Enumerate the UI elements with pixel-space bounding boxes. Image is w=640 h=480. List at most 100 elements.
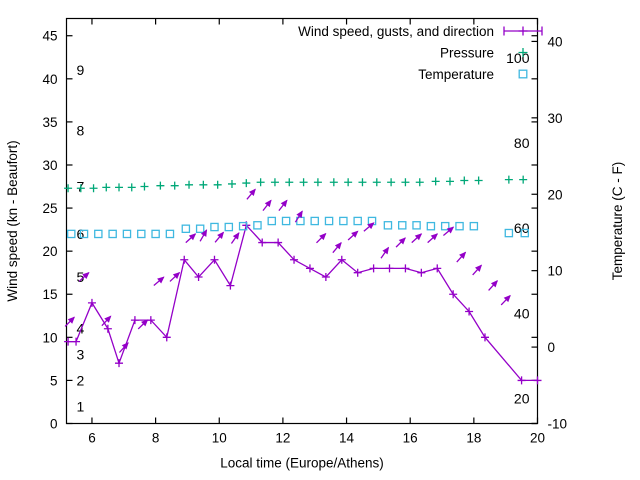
x-tick-label: 12 [275, 431, 290, 446]
data-point-marker [401, 178, 410, 187]
beaufort-label: 5 [77, 269, 85, 285]
data-point-marker [426, 221, 436, 231]
beaufort-label: 8 [77, 123, 85, 139]
data-point-marker [270, 178, 279, 187]
y-tick-label: 10 [42, 330, 57, 345]
x-tick-label: 20 [530, 431, 545, 446]
fahrenheit-label: 40 [514, 305, 530, 321]
data-point-marker [210, 255, 219, 264]
data-point-marker [151, 229, 160, 239]
legend-label-1: Wind speed, gusts, and direction [298, 24, 494, 39]
beaufort-label: 3 [77, 347, 85, 363]
data-point-marker [397, 221, 407, 230]
wind-arrow-head [141, 319, 149, 327]
fahrenheit-label: 20 [514, 390, 530, 406]
data-point-marker [195, 224, 205, 234]
data-point-marker [445, 177, 454, 186]
y-tick-label: 35 [42, 115, 57, 130]
wind-arrow-head [446, 226, 455, 234]
data-point-marker [224, 222, 234, 232]
data-point-marker [115, 359, 124, 368]
wind-arrow-head [474, 264, 483, 272]
plot-frame [65, 17, 539, 425]
data-point-marker [87, 298, 96, 307]
data-point-marker [94, 229, 103, 239]
x-axis-ticks: 6 8 10 12 14 16 18 20 [88, 18, 545, 446]
y-tick-label: 5 [50, 373, 58, 388]
data-point-marker [253, 221, 262, 230]
fahrenheit-label: 60 [514, 220, 530, 236]
plot-border [65, 17, 539, 425]
data-point-marker [518, 69, 528, 79]
chart-legend: Wind speed, gusts, and direction Pressure… [298, 24, 543, 82]
data-point-marker [162, 333, 171, 342]
data-point-marker [321, 273, 330, 282]
data-point-marker [358, 178, 367, 187]
data-point-marker [72, 337, 81, 346]
data-point-marker [465, 307, 474, 316]
data-point-marker [520, 228, 530, 238]
wind-arrow-head [121, 342, 129, 350]
wind-arrow-head [490, 280, 498, 288]
wind-arrow-head [382, 246, 390, 255]
data-point-marker [213, 180, 222, 189]
data-point-marker [103, 324, 112, 333]
data-point-marker [165, 229, 175, 239]
data-point-marker [440, 221, 450, 231]
data-point-marker [385, 264, 394, 273]
data-point-marker [519, 175, 528, 184]
data-point-marker [242, 179, 251, 188]
series-3 [67, 216, 530, 239]
wind-arrow-head [459, 251, 467, 259]
x-axis-title: Local time (Europe/Athens) [220, 456, 384, 471]
x-tick-label: 14 [339, 431, 355, 446]
data-point-marker [329, 178, 338, 187]
wind-arrow-head [82, 272, 90, 280]
y2-tick-label: -10 [548, 417, 568, 432]
beaufort-label: 9 [77, 62, 85, 78]
wind-arrow-head [414, 233, 423, 241]
data-point-marker [337, 255, 346, 264]
y-tick-label: 45 [42, 29, 57, 44]
data-point-marker [401, 264, 410, 273]
data-point-marker [180, 255, 189, 264]
beaufort-label: 1 [77, 398, 85, 414]
data-point-marker [372, 178, 381, 187]
data-point-marker [353, 268, 362, 277]
data-point-marker [267, 216, 277, 226]
data-point-marker [146, 316, 155, 325]
data-point-marker [281, 216, 291, 226]
wind-arrow-head [398, 237, 406, 245]
data-point-marker [449, 290, 458, 299]
legend-label-3: Temperature [418, 67, 494, 82]
wind-arrow-head [351, 230, 359, 238]
data-point-marker [460, 176, 469, 185]
data-point-marker [417, 268, 426, 277]
data-point-marker [76, 184, 85, 193]
data-point-marker [415, 178, 424, 187]
data-point-marker [339, 216, 348, 226]
data-point-marker [102, 183, 111, 192]
data-point-marker [127, 183, 136, 192]
wind-arrow-head [334, 241, 342, 250]
x-tick-label: 8 [152, 431, 160, 446]
data-point-marker [210, 222, 219, 232]
y-tick-label: 15 [42, 287, 57, 302]
data-point-marker [256, 178, 265, 187]
x-tick-label: 10 [212, 431, 227, 446]
wind-direction-arrows [64, 188, 511, 353]
wind-arrow-head [367, 222, 375, 230]
data-point-marker [258, 238, 267, 247]
x-tick-label: 6 [88, 431, 96, 446]
data-point-marker [431, 177, 440, 186]
legend-label-2: Pressure [440, 46, 494, 61]
data-point-marker [353, 216, 362, 226]
y2-axis-ticks: -10 0 10 20 30 40 [531, 34, 568, 432]
y-tick-label: 0 [50, 417, 58, 432]
wind-arrow-head [264, 199, 272, 208]
data-point-marker [79, 229, 89, 239]
wind-arrow-head [67, 316, 75, 324]
